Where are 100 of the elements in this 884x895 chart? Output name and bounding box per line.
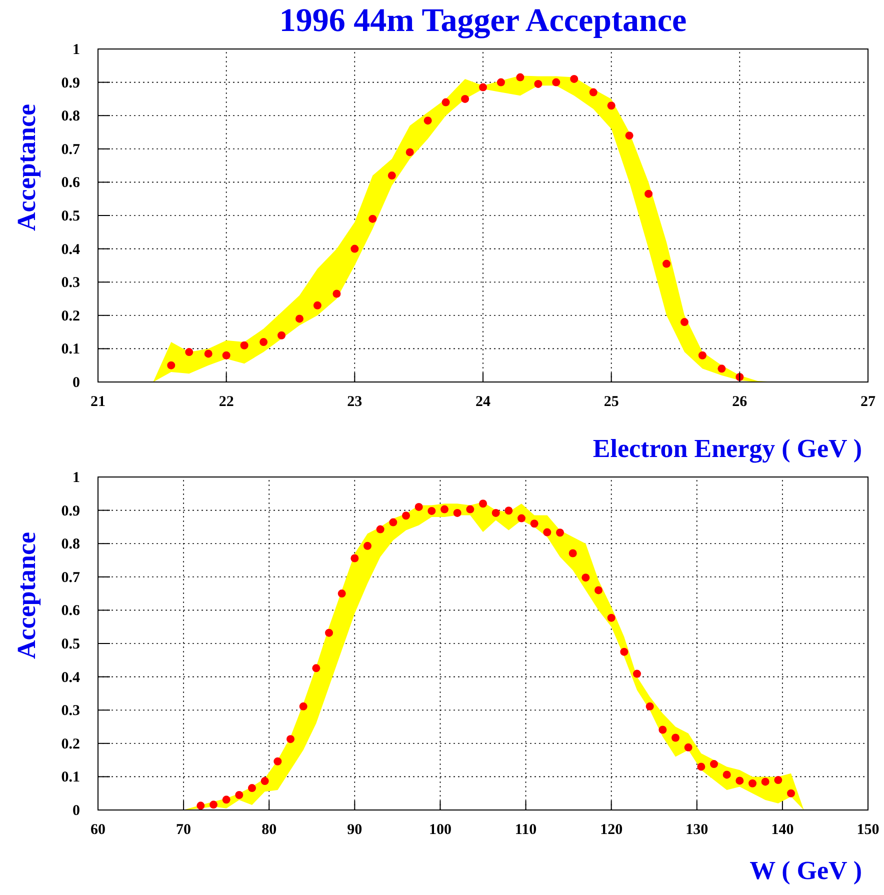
y-tick-label: 0.6	[61, 603, 80, 620]
point	[210, 800, 218, 809]
y-tick-label: 1	[72, 470, 80, 486]
point	[479, 500, 487, 508]
point	[260, 338, 268, 346]
point	[697, 762, 706, 771]
point	[516, 73, 524, 82]
x-tick-label: 22	[218, 394, 234, 410]
y-tick-label: 0.7	[61, 570, 80, 586]
point	[534, 80, 542, 88]
point	[376, 525, 384, 534]
point	[312, 664, 320, 672]
point	[204, 350, 212, 358]
y-axis-title: Acceptance	[12, 104, 41, 232]
point	[350, 554, 359, 562]
point	[722, 770, 731, 779]
x-tick-label: 21	[90, 394, 106, 410]
y-tick-label: 0.2	[61, 736, 80, 752]
y-tick-label: 0	[72, 375, 80, 391]
point	[453, 508, 462, 517]
y-tick-label: 0.3	[61, 703, 80, 720]
x-tick-label: 80	[262, 822, 277, 838]
point	[428, 506, 436, 515]
point	[543, 528, 552, 536]
point	[570, 74, 578, 83]
x-tick-label: 150	[856, 822, 880, 838]
point	[496, 78, 505, 86]
x-tick-label: 140	[771, 822, 794, 838]
point	[442, 98, 450, 106]
point	[338, 590, 346, 598]
x-tick-label: 100	[428, 822, 452, 838]
point	[748, 779, 756, 788]
x-axis-title: Electron Energy ( GeV )	[592, 434, 862, 463]
x-axis-title: W ( GeV )	[750, 856, 862, 885]
x-tick-label: 60	[90, 822, 106, 838]
point	[607, 102, 616, 110]
point	[332, 290, 341, 298]
x-tick-label: 130	[686, 822, 708, 838]
point	[710, 760, 718, 768]
y-tick-label: 0.2	[61, 308, 80, 324]
point	[672, 734, 680, 742]
point	[589, 88, 598, 96]
point	[552, 78, 560, 86]
y-tick-label: 0.5	[61, 208, 80, 224]
x-tick-label: 70	[176, 822, 192, 838]
point	[260, 777, 269, 786]
x-tick-label: 25	[604, 394, 619, 410]
y-tick-label: 0.4	[61, 670, 80, 686]
point	[222, 796, 230, 804]
point	[556, 528, 564, 537]
y-tick-label: 0.8	[61, 536, 80, 553]
point	[414, 502, 423, 511]
point	[461, 94, 470, 103]
x-tick-label: 90	[347, 822, 362, 838]
point	[607, 614, 616, 622]
point	[736, 776, 744, 785]
point	[350, 244, 359, 253]
point	[662, 260, 671, 268]
point	[761, 778, 770, 786]
point	[530, 520, 538, 528]
point	[774, 776, 782, 784]
x-tick-label: 24	[476, 394, 491, 410]
y-tick-label: 0	[72, 803, 80, 819]
point	[389, 518, 398, 526]
x-tick-label: 120	[600, 822, 623, 838]
x-tick-label: 26	[732, 394, 748, 410]
point	[504, 506, 513, 515]
y-tick-label: 0.9	[61, 503, 80, 520]
point	[718, 364, 726, 373]
point	[633, 670, 641, 678]
point	[466, 505, 474, 514]
point	[248, 784, 256, 792]
point	[299, 702, 308, 710]
point	[278, 331, 286, 340]
point	[295, 314, 304, 323]
x-tick-label: 27	[860, 394, 876, 410]
point	[625, 132, 634, 140]
y-tick-label: 0.8	[61, 108, 80, 125]
point	[646, 702, 654, 710]
point	[402, 512, 410, 520]
y-tick-label: 0.7	[61, 142, 80, 158]
point	[364, 542, 372, 550]
point	[644, 190, 653, 198]
y-tick-label: 0.3	[61, 275, 80, 292]
point	[388, 172, 396, 180]
point	[424, 116, 432, 125]
point	[479, 83, 487, 92]
point	[620, 648, 628, 656]
chart-title: 1996 44m Tagger Acceptance	[279, 3, 687, 39]
y-tick-label: 1	[72, 42, 80, 58]
point	[325, 628, 333, 637]
point	[582, 574, 590, 582]
point	[658, 726, 667, 734]
y-tick-label: 0.9	[61, 75, 80, 92]
point	[518, 514, 526, 522]
point	[274, 757, 282, 766]
point	[185, 348, 194, 356]
point	[313, 301, 322, 310]
point	[680, 318, 688, 326]
point	[196, 802, 205, 810]
